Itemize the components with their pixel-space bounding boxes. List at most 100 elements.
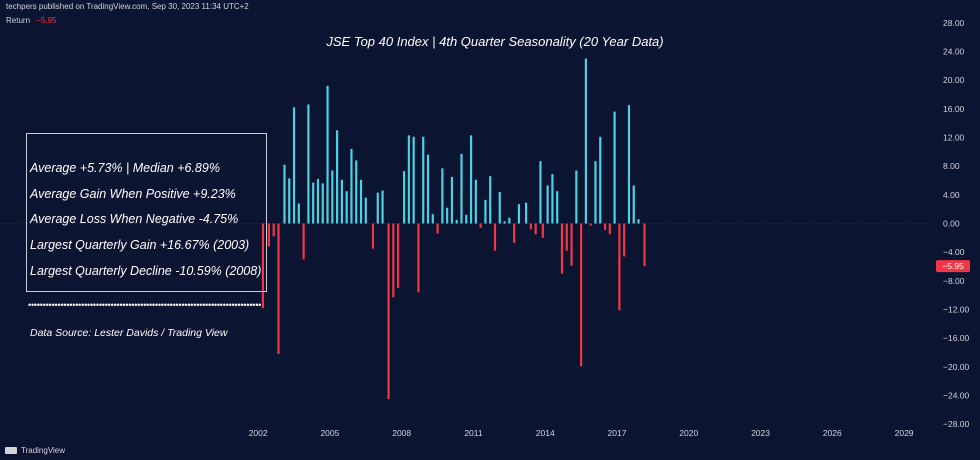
chart-title: JSE Top 40 Index | 4th Quarter Seasonali…	[325, 34, 663, 49]
bar-positive	[364, 197, 367, 224]
bar-positive	[551, 174, 554, 224]
bar-positive	[637, 219, 640, 224]
x-tick-label: 2002	[249, 428, 268, 438]
stat-avg-gain: Average Gain When Positive +9.23%	[30, 187, 236, 201]
tradingview-logo-icon	[5, 447, 17, 454]
x-tick-label: 2026	[823, 428, 842, 438]
bar-negative	[387, 223, 390, 400]
bar-positive	[632, 185, 635, 224]
bar-positive	[613, 111, 616, 224]
bar-negative	[371, 223, 375, 249]
bar-negative	[541, 223, 544, 238]
bar-positive	[460, 153, 463, 224]
bar-negative	[580, 223, 583, 367]
bar-positive	[441, 168, 444, 224]
bar-negative	[479, 223, 482, 228]
x-tick-label: 2020	[679, 428, 698, 438]
bar-negative	[513, 223, 516, 243]
y-tick-label: 16.00	[943, 104, 965, 114]
y-tick-label: 12.00	[943, 132, 965, 142]
x-tick-label: 2014	[536, 428, 555, 438]
x-tick-label: 2029	[895, 428, 914, 438]
bar-negative	[267, 223, 271, 247]
bar-positive	[503, 221, 506, 224]
stat-largest-decline: Largest Quarterly Decline -10.59% (2008)	[30, 264, 262, 278]
bar-positive	[376, 192, 379, 224]
bar-positive	[575, 170, 578, 224]
bar-positive	[524, 202, 528, 224]
data-source: Data Source: Lester Davids / Trading Vie…	[30, 327, 228, 339]
bar-positive	[446, 207, 449, 224]
bar-negative	[570, 223, 573, 266]
y-tick-label: −20.00	[943, 362, 970, 372]
bar-negative	[277, 223, 280, 354]
bar-negative	[618, 223, 621, 311]
bar-negative	[529, 223, 532, 230]
svg-text:−5.95: −5.95	[942, 261, 964, 271]
bar-positive	[307, 104, 310, 224]
bar-positive	[517, 204, 521, 224]
bar-positive	[350, 148, 353, 224]
bar-positive	[584, 58, 588, 224]
bar-positive	[381, 190, 384, 224]
x-tick-label: 2023	[751, 428, 770, 438]
bar-positive	[556, 191, 559, 224]
bar-positive	[345, 191, 348, 224]
bar-positive	[316, 179, 320, 224]
dotted-separator: ••••••••••••••••••••••••••••••••••••••••…	[28, 303, 262, 308]
bar-positive	[426, 154, 430, 224]
bar-negative	[261, 223, 265, 309]
y-tick-label: 4.00	[943, 190, 960, 200]
bar-negative	[436, 223, 439, 234]
bar-positive	[546, 185, 549, 224]
legend-value: −5.95	[36, 16, 57, 25]
bar-positive	[450, 176, 454, 224]
bar-negative	[392, 223, 395, 298]
bar-positive	[489, 176, 492, 224]
stats-box	[26, 133, 267, 292]
bar-positive	[359, 179, 363, 224]
bar-positive	[599, 136, 602, 224]
bar-positive	[312, 182, 315, 224]
y-tick-label: −28.00	[943, 419, 970, 429]
bar-positive	[283, 164, 286, 224]
bar-negative	[608, 223, 611, 235]
bar-positive	[594, 161, 597, 224]
bar-negative	[589, 223, 592, 226]
bar-positive	[422, 136, 425, 224]
bar-positive	[321, 183, 324, 224]
x-tick-label: 2008	[392, 428, 411, 438]
bar-positive	[465, 214, 468, 224]
bar-positive	[498, 191, 501, 224]
bar-positive	[484, 199, 487, 224]
bar-positive	[407, 135, 410, 224]
y-tick-label: 8.00	[943, 161, 960, 171]
bar-positive	[292, 107, 296, 224]
bar-positive	[326, 85, 329, 224]
y-tick-label: −8.00	[943, 276, 965, 286]
bar-negative	[560, 223, 564, 274]
stat-avg-loss: Average Loss When Negative -4.75%	[30, 212, 239, 226]
stat-average-median: Average +5.73% | Median +6.89%	[30, 161, 220, 175]
bar-negative	[302, 223, 305, 260]
bar-positive	[297, 203, 300, 224]
bar-negative	[272, 223, 275, 237]
y-tick-label: −12.00	[943, 305, 970, 315]
bar-positive	[331, 170, 334, 224]
bar-positive	[431, 214, 434, 224]
y-tick-label: −4.00	[943, 247, 965, 257]
y-tick-label: 0.00	[943, 219, 960, 229]
x-tick-label: 2005	[320, 428, 339, 438]
y-tick-label: 28.00	[943, 18, 965, 28]
y-tick-label: −24.00	[943, 391, 970, 401]
bar-positive	[469, 135, 473, 224]
x-tick-label: 2011	[464, 428, 483, 438]
bar-positive	[539, 161, 542, 224]
bar-positive	[336, 130, 339, 224]
last-value-tag: −5.95	[936, 260, 970, 273]
bar-negative	[417, 223, 420, 293]
x-tick-label: 2017	[608, 428, 627, 438]
footer[interactable]: TradingView	[5, 446, 65, 455]
bar-negative	[397, 223, 400, 289]
